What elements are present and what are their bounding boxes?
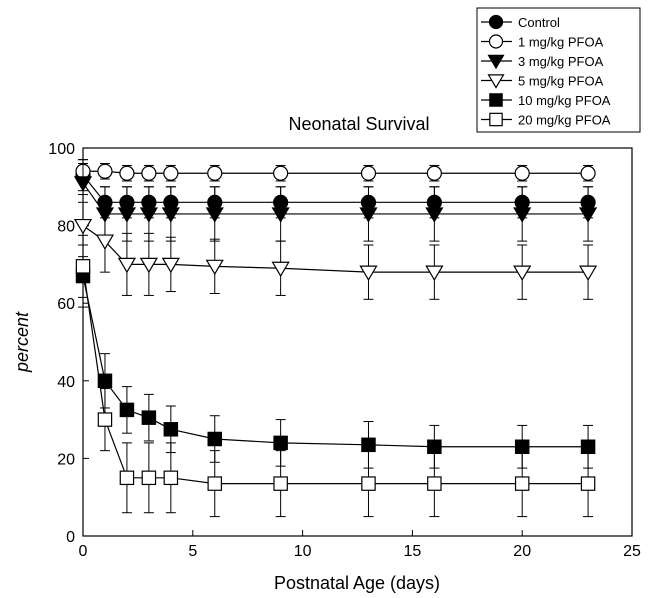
data-point xyxy=(359,265,378,281)
data-point xyxy=(273,476,288,491)
legend-label: 5 mg/kg PFOA xyxy=(518,74,604,89)
series-layer xyxy=(73,159,598,518)
data-point xyxy=(205,207,224,223)
x-tick-label: 20 xyxy=(513,543,531,560)
series-4 xyxy=(73,194,598,300)
legend-item: 1 mg/kg PFOA xyxy=(481,34,604,50)
data-point xyxy=(163,165,179,181)
data-point xyxy=(75,259,91,274)
data-point xyxy=(514,165,530,181)
data-point xyxy=(425,207,444,223)
data-point xyxy=(207,431,223,447)
data-point xyxy=(580,476,596,491)
legend-label: 1 mg/kg PFOA xyxy=(518,35,604,50)
data-point xyxy=(207,165,223,181)
data-point xyxy=(141,470,157,486)
y-tick-label: 80 xyxy=(57,219,75,236)
data-point xyxy=(119,470,135,486)
data-point xyxy=(207,476,223,491)
y-tick-label: 40 xyxy=(57,374,75,391)
data-point xyxy=(425,265,444,281)
legend-label: 20 mg/kg PFOA xyxy=(518,113,611,128)
data-point xyxy=(161,257,180,274)
data-point xyxy=(360,165,377,181)
data-point xyxy=(163,470,179,486)
data-point xyxy=(119,165,135,181)
data-point xyxy=(163,422,179,437)
data-point xyxy=(578,265,598,281)
y-tick-label: 60 xyxy=(57,296,75,313)
axis-ticks: 0 5 10 15 20 25 0 20 40 60 80 100 xyxy=(48,141,641,560)
data-point xyxy=(271,261,290,278)
x-tick-label: 15 xyxy=(404,543,422,560)
legend-marker xyxy=(489,112,503,127)
data-point xyxy=(514,476,530,491)
y-axis-title: percent xyxy=(12,311,32,373)
x-tick-label: 10 xyxy=(294,543,312,560)
legend-marker xyxy=(488,14,504,30)
data-point xyxy=(205,259,224,276)
data-point xyxy=(141,410,157,425)
y-tick-label: 20 xyxy=(57,451,75,468)
series-2 xyxy=(75,159,596,184)
data-point xyxy=(141,165,157,181)
legend-item: 5 mg/kg PFOA xyxy=(481,74,604,89)
series-6 xyxy=(75,234,596,518)
legend-marker xyxy=(487,54,505,70)
data-point xyxy=(359,207,378,223)
data-point xyxy=(161,207,180,223)
data-point xyxy=(97,163,113,179)
data-point xyxy=(273,165,289,181)
legend-item: Control xyxy=(481,14,560,30)
data-point xyxy=(117,207,137,223)
data-point xyxy=(580,165,596,181)
legend-label: 10 mg/kg PFOA xyxy=(518,93,611,108)
plot-area-frame xyxy=(82,147,633,537)
data-point xyxy=(426,165,442,181)
legend-marker xyxy=(488,34,504,49)
x-tick-label: 0 xyxy=(79,543,88,560)
data-point xyxy=(578,207,598,223)
x-tick-label: 25 xyxy=(623,543,641,560)
data-point xyxy=(273,435,288,451)
data-point xyxy=(97,373,113,389)
data-point xyxy=(97,412,113,427)
data-point xyxy=(95,234,115,250)
data-point xyxy=(139,207,158,223)
data-point xyxy=(117,257,137,274)
legend-item: 10 mg/kg PFOA xyxy=(481,93,611,108)
y-tick-label: 0 xyxy=(66,529,75,546)
x-tick-label: 5 xyxy=(188,543,197,560)
legend-marker xyxy=(489,93,503,107)
data-point xyxy=(361,437,376,453)
legend-label: 3 mg/kg PFOA xyxy=(518,54,604,69)
chart-title: Neonatal Survival xyxy=(288,114,429,134)
data-point xyxy=(513,207,532,223)
legend-label: Control xyxy=(518,15,560,30)
y-tick-label: 100 xyxy=(48,141,75,158)
legend-item: 3 mg/kg PFOA xyxy=(481,54,604,70)
data-point xyxy=(361,476,376,491)
data-point xyxy=(119,402,135,418)
legend: Control 1 mg/kg PFOA 3 mg/kg PFOA 5 mg/kg P… xyxy=(476,7,641,133)
data-point xyxy=(73,218,93,235)
legend-marker xyxy=(487,74,505,89)
x-axis-title: Postnatal Age (days) xyxy=(274,573,440,593)
data-point xyxy=(271,207,290,223)
data-point xyxy=(73,176,93,192)
data-point xyxy=(513,265,532,281)
data-point xyxy=(427,476,442,491)
legend-item: 20 mg/kg PFOA xyxy=(481,113,611,128)
data-point xyxy=(139,257,158,274)
legend-box xyxy=(476,7,641,133)
